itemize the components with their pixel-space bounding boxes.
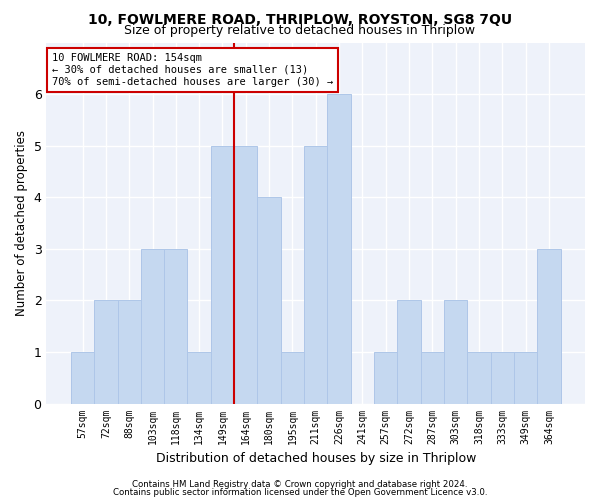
Bar (467, 352, 491, 404)
Bar (281, 352, 304, 404)
Text: Contains public sector information licensed under the Open Government Licence v3: Contains public sector information licen… (113, 488, 487, 497)
Bar (164, 249, 187, 404)
Bar (421, 352, 444, 404)
Text: 10, FOWLMERE ROAD, THRIPLOW, ROYSTON, SG8 7QU: 10, FOWLMERE ROAD, THRIPLOW, ROYSTON, SG… (88, 12, 512, 26)
Text: Size of property relative to detached houses in Thriplow: Size of property relative to detached ho… (124, 24, 476, 37)
Text: Contains HM Land Registry data © Crown copyright and database right 2024.: Contains HM Land Registry data © Crown c… (132, 480, 468, 489)
Bar (491, 352, 514, 404)
Bar (187, 352, 211, 404)
Bar (211, 146, 234, 404)
Bar (397, 300, 421, 404)
Text: 10 FOWLMERE ROAD: 154sqm
← 30% of detached houses are smaller (13)
70% of semi-d: 10 FOWLMERE ROAD: 154sqm ← 30% of detach… (52, 54, 333, 86)
Bar (374, 352, 397, 404)
Bar (514, 352, 537, 404)
Bar (141, 249, 164, 404)
X-axis label: Distribution of detached houses by size in Thriplow: Distribution of detached houses by size … (155, 452, 476, 465)
Bar (328, 94, 350, 404)
Bar (94, 300, 118, 404)
Bar (537, 249, 560, 404)
Bar (234, 146, 257, 404)
Y-axis label: Number of detached properties: Number of detached properties (15, 130, 28, 316)
Bar (71, 352, 94, 404)
Bar (444, 300, 467, 404)
Bar (304, 146, 328, 404)
Bar (118, 300, 141, 404)
Bar (257, 197, 281, 404)
